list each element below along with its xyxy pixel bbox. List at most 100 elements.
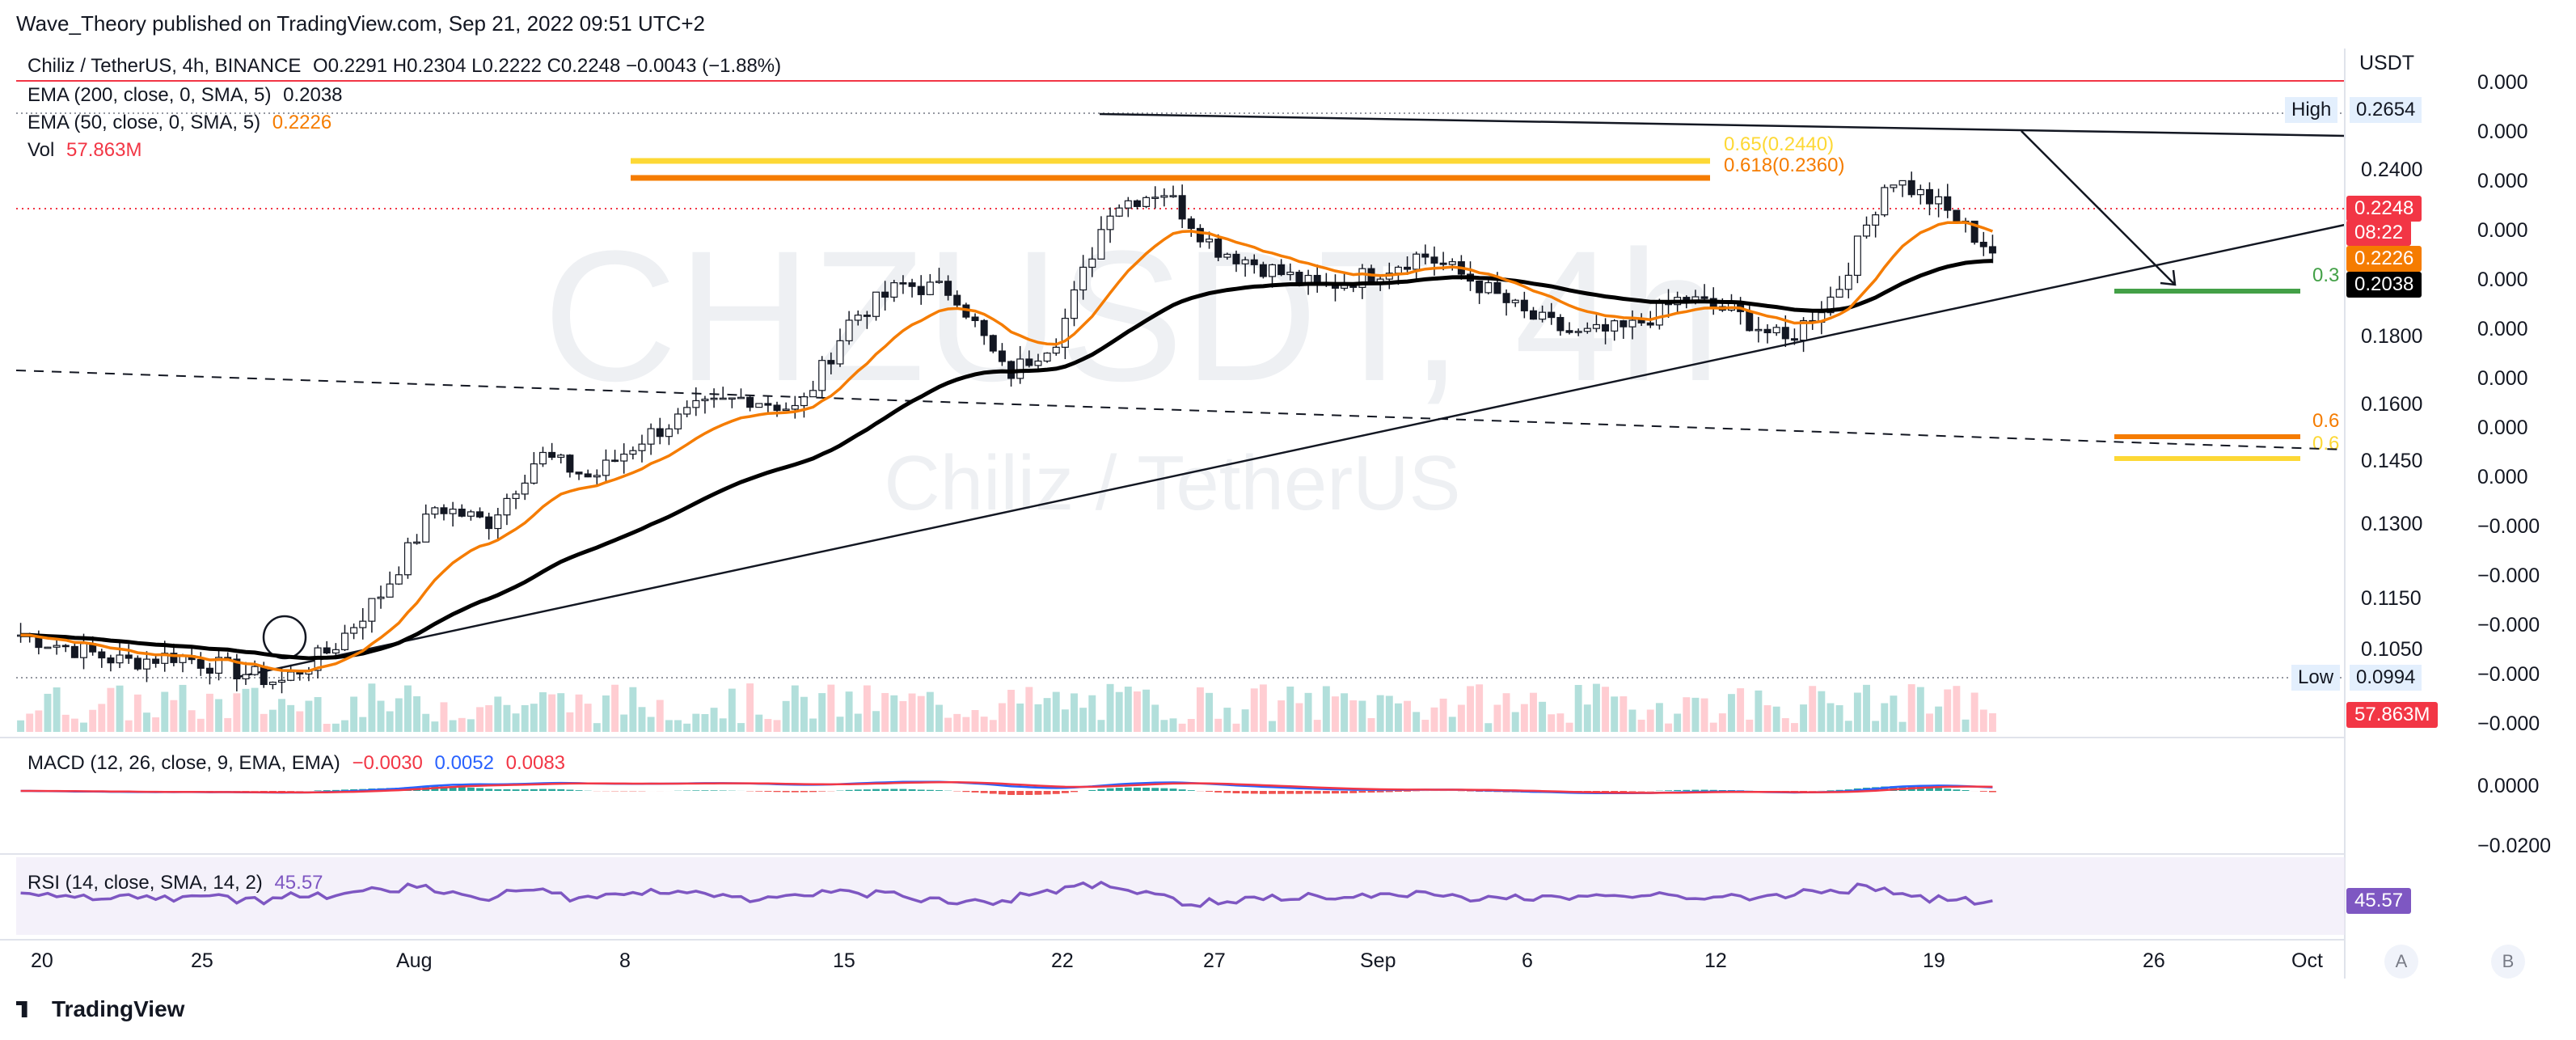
candle-body [1511, 299, 1519, 303]
macd-histogram-bar [1206, 791, 1214, 792]
candle-body [710, 397, 718, 400]
macd-histogram-bar [1683, 789, 1691, 791]
macd-histogram-bar [935, 790, 943, 791]
volume-bar [1467, 686, 1474, 732]
candle-body [1034, 360, 1042, 366]
candle-body [205, 667, 213, 674]
volume-bar [809, 718, 817, 732]
candle-body [1898, 180, 1907, 186]
candle-body [926, 281, 934, 295]
macd-histogram-bar [1404, 791, 1412, 792]
candle-body [854, 315, 862, 321]
tradingview-footer[interactable]: TradingView [16, 996, 184, 1022]
macd-histogram-bar [1304, 791, 1312, 794]
volume-bar [1826, 703, 1835, 732]
candle-body [953, 294, 961, 306]
macd-histogram-bar [1628, 791, 1636, 792]
volume-bar [196, 718, 205, 732]
macd-histogram-bar [1277, 791, 1286, 794]
volume-bar [1071, 693, 1078, 732]
volume-bar [1269, 721, 1276, 732]
resistance-trendline[interactable] [1099, 112, 2346, 137]
volume-bar [1881, 703, 1889, 732]
ema50-legend[interactable]: EMA (50, close, 0, SMA, 5) 0.2226 [27, 112, 338, 134]
time-tick: 6 [1522, 949, 1533, 972]
volume-bar [1565, 722, 1573, 732]
macd-pane [20, 780, 1996, 796]
candle-body [377, 596, 385, 599]
rsi-legend[interactable]: RSI (14, close, SMA, 14, 2) 45.57 [27, 872, 330, 894]
macd-histogram-bar [962, 791, 970, 793]
macd-histogram-bar [1341, 791, 1349, 793]
candle-body [1979, 241, 1987, 247]
ema50-tag: 0.2226 [2346, 246, 2422, 272]
volume-bar [440, 702, 448, 732]
macd-histogram-bar [1241, 791, 1249, 794]
volume-bar [1665, 723, 1672, 732]
candle-body [575, 471, 583, 475]
support-trendline[interactable] [234, 223, 2346, 679]
macd-histogram-bar [1665, 790, 1672, 791]
volume-bar [701, 713, 709, 732]
volume-bar [602, 695, 610, 732]
volume-bar [1574, 684, 1582, 732]
candle-body [1196, 227, 1204, 243]
macd-histogram-bar [1385, 791, 1393, 793]
price-tick: 0.1300 [2361, 513, 2423, 535]
countdown-tag: 08:22 [2346, 220, 2412, 246]
dashed-trendline[interactable] [15, 370, 2346, 450]
macd-histogram-bar [1088, 789, 1096, 791]
candle-body [403, 542, 412, 576]
vol-legend[interactable]: Vol 57.863M [27, 139, 148, 162]
auto-scale-button[interactable]: A [2384, 945, 2418, 979]
candle-body [368, 598, 376, 622]
volume-bar [98, 704, 106, 732]
macd-histogram-bar [1916, 786, 1924, 791]
candle-body [1548, 311, 1556, 319]
time-tick: 8 [619, 949, 631, 972]
candle-body [602, 459, 610, 476]
projection-arrow[interactable] [2021, 130, 2176, 285]
candle-body [593, 475, 601, 478]
candle-body [1160, 195, 1168, 198]
macd-histogram-bar [1944, 788, 1952, 791]
candle-body [746, 396, 754, 408]
candle-body [1421, 253, 1429, 258]
symbol-name: Chiliz / TetherUS, 4h, BINANCE [27, 55, 302, 77]
low-label: Low [2291, 665, 2341, 691]
macd-histogram-bar [539, 788, 547, 791]
macd-histogram-bar [1187, 790, 1195, 791]
secondary-tick: −0.000 [2477, 663, 2540, 686]
macd-histogram-bar [467, 787, 475, 791]
rsi-value: 45.57 [274, 872, 323, 894]
macd-histogram-bar [1313, 791, 1321, 794]
volume-bar [503, 704, 511, 732]
volume-bar [1214, 718, 1223, 732]
volume-bar [971, 710, 979, 732]
ema200-legend[interactable]: EMA (200, close, 0, SMA, 5) 0.2038 [27, 84, 349, 107]
candle-body [1169, 195, 1177, 197]
volume-bar [1332, 696, 1339, 732]
volume-bar [1898, 721, 1907, 732]
volume-bar [1620, 696, 1628, 732]
volume-bar [1763, 705, 1772, 732]
macd-histogram-bar [332, 789, 340, 791]
symbol-legend: Chiliz / TetherUS, 4h, BINANCE O0.2291 H… [27, 55, 788, 78]
candle-body [350, 627, 358, 634]
volume-bar [584, 704, 592, 732]
volume-bar [278, 699, 285, 732]
macd-legend[interactable]: MACD (12, 26, close, 9, EMA, EMA) −0.003… [27, 752, 572, 775]
publish-header: Wave_Theory published on TradingView.com… [16, 11, 706, 36]
candle-body [719, 397, 727, 400]
candle-body [764, 403, 772, 406]
candles [17, 171, 1996, 694]
volume-bar [1674, 713, 1682, 732]
candle-body [1394, 266, 1402, 274]
candle-body [872, 291, 880, 317]
rsi-line [20, 880, 1993, 908]
macd-histogram-bar [926, 789, 934, 791]
volume-bar [1286, 686, 1294, 732]
log-scale-button[interactable]: B [2491, 945, 2525, 979]
volume-bar [1583, 704, 1591, 732]
